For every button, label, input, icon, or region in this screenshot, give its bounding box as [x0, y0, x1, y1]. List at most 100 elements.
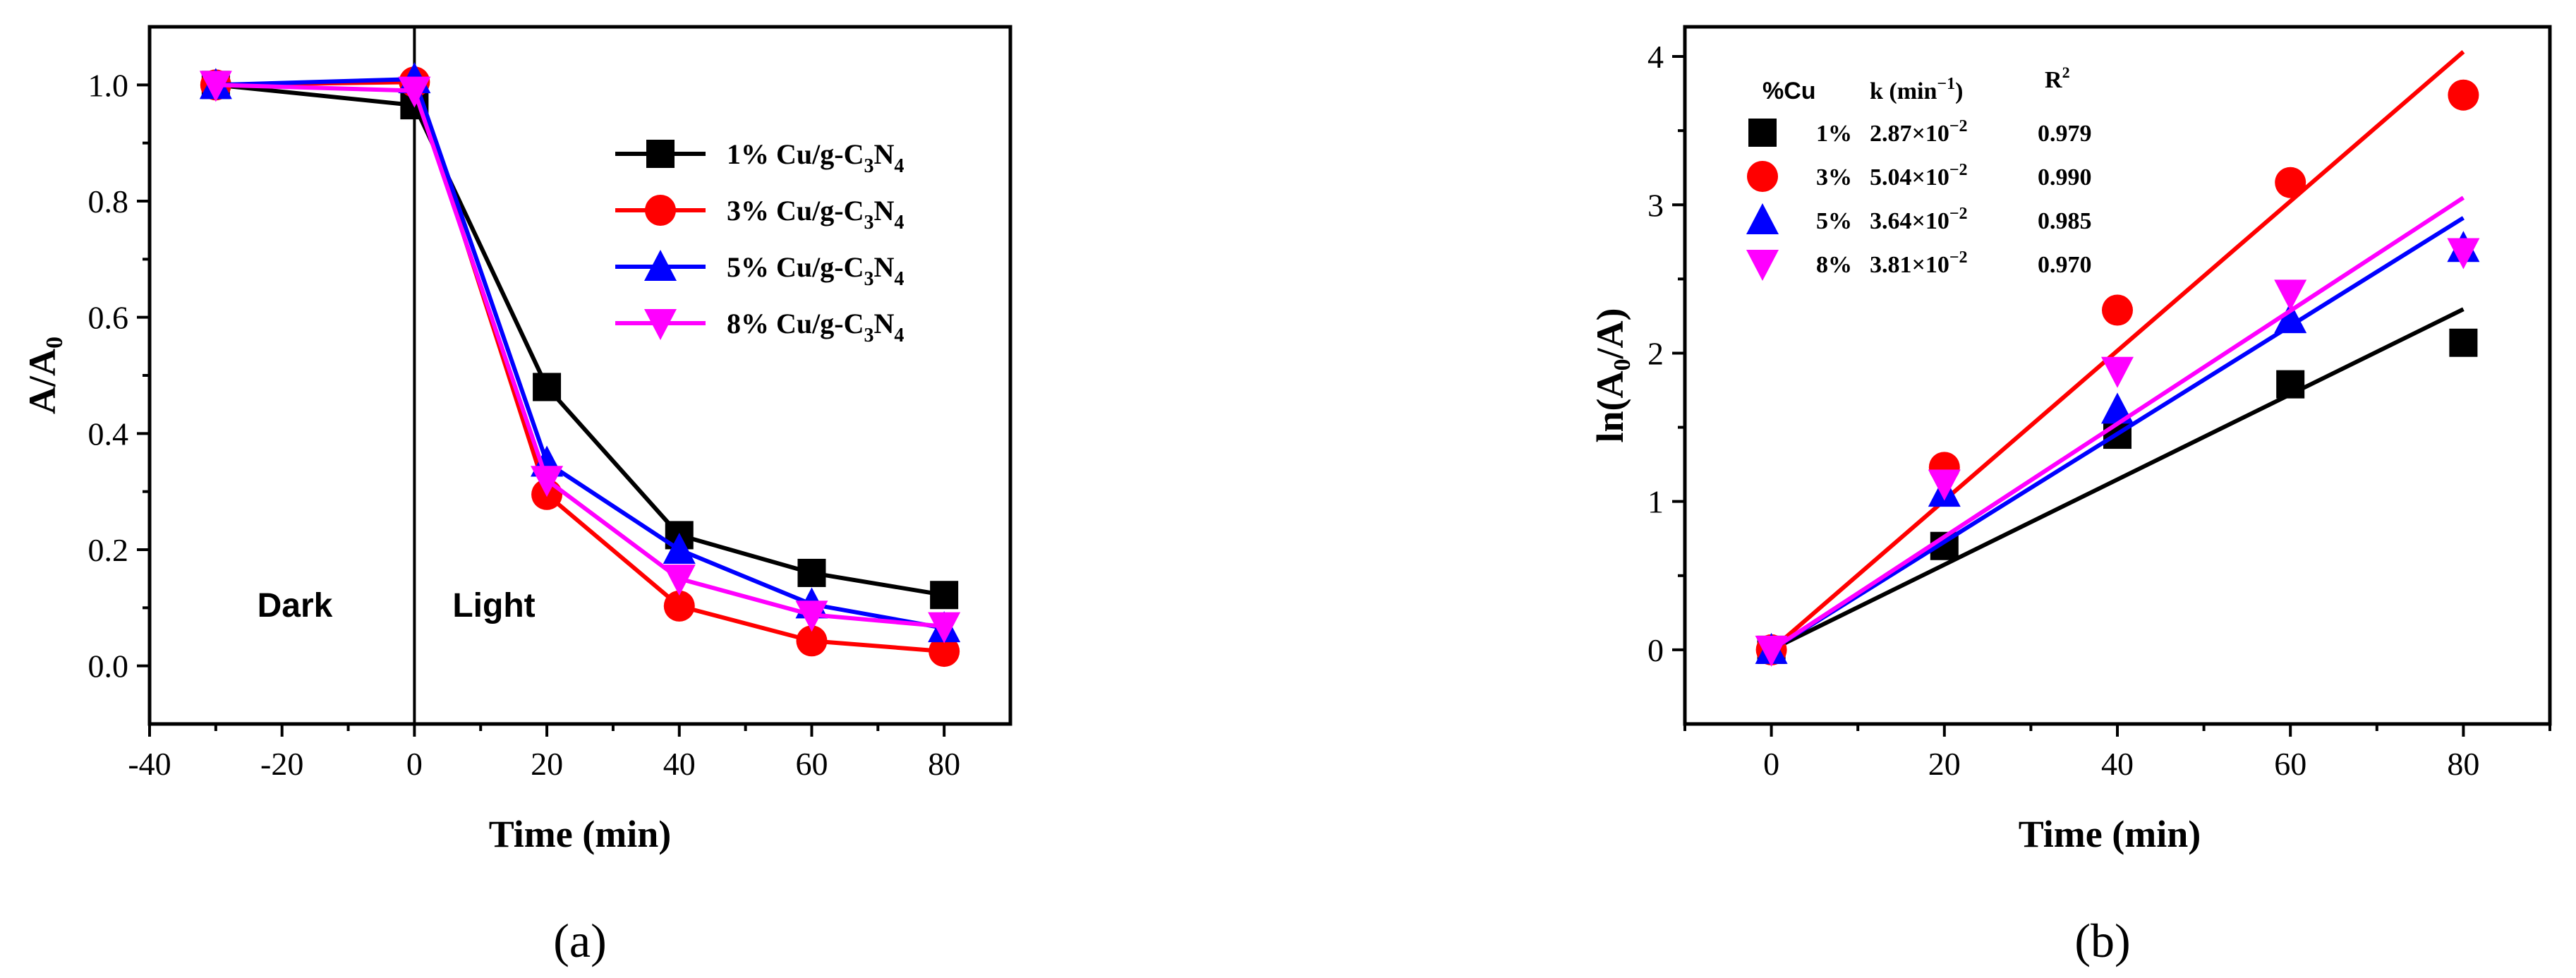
chart-b-series-4 — [1755, 195, 2480, 667]
chart-a-series-line — [215, 77, 945, 631]
table-row-cu: 5% — [1816, 208, 1852, 234]
chart-b-data-point — [2102, 294, 2133, 326]
table-row-marker — [1748, 119, 1777, 147]
chart-a-legend-item: 5% Cu/g-C3N4 — [615, 250, 904, 290]
table-row-r2: 0.970 — [2038, 252, 2092, 278]
table-row-cu: 3% — [1816, 164, 1852, 191]
table-row-r2: 0.990 — [2038, 164, 2092, 191]
chart-b-table: %Cu k (min−1) R2 1% 2.87×10−2 0.979 3% 5.04×10−… — [1746, 64, 2092, 281]
chart-a-panel-label: (a) — [553, 914, 606, 967]
chart-a-legend-label: 5% Cu/g-C3N4 — [727, 251, 904, 290]
chart-a-x-tick-label: 20 — [531, 746, 563, 782]
chart-a-series-4 — [199, 71, 961, 644]
chart-a-y-tick-label: 0.4 — [88, 416, 129, 452]
table-row-cu: 8% — [1816, 252, 1852, 278]
table-row-k: 3.81×10−2 — [1870, 248, 1968, 278]
chart-b-data-point — [2274, 302, 2307, 334]
chart-a-data-point — [797, 558, 826, 587]
chart-b-fit-line — [1770, 307, 2465, 652]
chart-a-legend-label: 3% Cu/g-C3N4 — [727, 195, 904, 234]
table-row: 3% 5.04×10−2 0.990 — [1747, 161, 2092, 192]
chart-b-data-point — [2275, 167, 2306, 198]
chart-a-data-point — [663, 533, 696, 564]
chart-b-data-point — [2276, 370, 2305, 399]
chart-b-x-tick-label: 20 — [1928, 746, 1961, 782]
chart-a-data-point — [663, 565, 696, 596]
table-row-k: 3.64×10−2 — [1870, 205, 1968, 234]
chart-a-x-tick-label: 80 — [928, 746, 960, 782]
dark-annotation: Dark — [258, 587, 333, 624]
chart-a-data-point — [533, 373, 562, 402]
chart-a-data-point — [398, 76, 431, 108]
legend-marker — [646, 140, 675, 168]
chart-b-data-point — [2274, 279, 2307, 311]
chart-a-y-tick-label: 0.6 — [88, 300, 129, 336]
chart-b-data-point — [2448, 79, 2479, 111]
chart-a-data-point — [929, 636, 960, 668]
chart-a-legend-item: 8% Cu/g-C3N4 — [615, 308, 904, 346]
light-annotation: Light — [452, 587, 535, 624]
table-row: 1% 2.87×10−2 0.979 — [1748, 117, 2092, 147]
chart-b-y-tick-label: 2 — [1647, 335, 1664, 371]
table-row-cu: 1% — [1816, 121, 1852, 147]
chart-a-data-point — [796, 625, 828, 657]
legend-marker — [645, 195, 676, 226]
table-row: 8% 3.81×10−2 0.970 — [1746, 248, 2092, 281]
chart-a-series-line — [215, 80, 945, 654]
chart-a-series-line — [215, 83, 945, 629]
table-row-marker — [1747, 161, 1778, 192]
chart-a-data-point — [199, 71, 232, 102]
chart-a-data-point — [531, 466, 564, 497]
chart-b-data-point — [1755, 635, 1788, 667]
chart-b-y-title: ln(A0/A) — [1589, 308, 1635, 443]
chart-b: 0 20 40 60 80 0 1 2 3 4 %Cu k (min−1) R2 1% 2.87×10−2… — [1589, 25, 2552, 967]
chart-a-data-point — [795, 600, 828, 632]
chart-a-legend-item: 1% Cu/g-C3N4 — [615, 138, 904, 177]
chart-b-data-point — [2101, 392, 2134, 424]
chart-a-legend-item: 3% Cu/g-C3N4 — [615, 195, 904, 234]
chart-b-y-tick-label: 4 — [1647, 39, 1664, 75]
table-header-r2: R2 — [2045, 64, 2070, 93]
legend-marker — [644, 250, 677, 281]
table-row-k: 5.04×10−2 — [1870, 161, 1968, 191]
chart-b-y-tick-label: 0 — [1647, 632, 1664, 668]
chart-b-y-tick-label: 3 — [1647, 187, 1664, 223]
chart-a-legend-label: 1% Cu/g-C3N4 — [727, 138, 904, 177]
chart-b-data-point — [1928, 469, 1961, 501]
table-row-marker — [1746, 203, 1779, 234]
chart-a-x-tick-label: -20 — [260, 746, 303, 782]
chart-b-fit-line — [1770, 50, 2465, 652]
chart-a-y-tick-label: 0.0 — [88, 648, 129, 684]
chart-a-series-line — [215, 83, 945, 598]
chart-b-x-tick-label: 40 — [2101, 746, 2134, 782]
table-row: 5% 3.64×10−2 0.985 — [1746, 203, 2092, 234]
chart-a-y-tick-label: 0.2 — [88, 532, 129, 568]
chart-a-legend: 1% Cu/g-C3N4 3% Cu/g-C3N4 5% Cu/g-C3N4 8% C… — [615, 138, 904, 346]
chart-a-x-title: Time (min) — [489, 813, 671, 855]
chart-b-x-title: Time (min) — [2019, 813, 2201, 855]
chart-b-x-tick-label: 0 — [1763, 746, 1779, 782]
table-header-k: k (min−1) — [1870, 75, 1963, 104]
chart-b-data-point — [2447, 238, 2480, 270]
chart-a-data-point — [930, 581, 959, 610]
chart-b-y-tick-label: 1 — [1647, 484, 1664, 520]
chart-b-data-point — [2101, 356, 2134, 388]
chart-b-x-tick-label: 80 — [2447, 746, 2479, 782]
table-row-r2: 0.985 — [2038, 208, 2092, 234]
chart-a-y-tick-label: 0.8 — [88, 183, 129, 219]
chart-b-fit-line — [1770, 195, 2465, 652]
chart-b-fit-line — [1770, 216, 2465, 652]
chart-a-legend-label: 8% Cu/g-C3N4 — [727, 308, 904, 346]
chart-a-y-title: A/A0 — [21, 337, 68, 414]
table-row-k: 2.87×10−2 — [1870, 117, 1968, 147]
table-header-cu: %Cu — [1762, 78, 1816, 104]
chart-a-x-tick-label: -40 — [128, 746, 171, 782]
chart-a-data-point — [663, 590, 695, 622]
chart-a-x-tick-label: 60 — [795, 746, 828, 782]
chart-a-x-tick-label: 40 — [663, 746, 696, 782]
table-row-marker — [1746, 250, 1779, 281]
legend-marker — [644, 309, 677, 340]
chart-a-data-point — [928, 612, 961, 644]
table-row-r2: 0.979 — [2038, 121, 2092, 147]
chart-a: -40 -20 0 20 40 60 80 0.0 0.2 0.4 0.6 0.8 1.0 Dark L… — [21, 25, 1012, 967]
